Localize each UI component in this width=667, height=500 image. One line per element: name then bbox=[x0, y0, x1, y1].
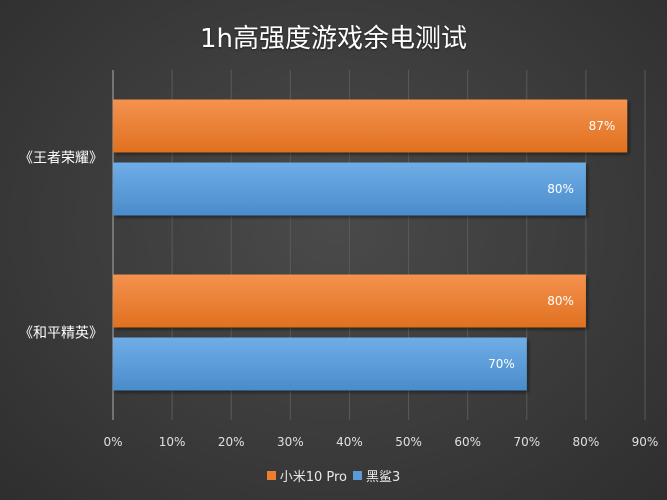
data-label: 70% bbox=[488, 357, 515, 371]
bars: 87% 80% 80% 70% bbox=[113, 99, 628, 391]
category-label: 《和平精英》 bbox=[19, 325, 103, 342]
legend-label-series-0: 小米10 Pro bbox=[279, 470, 348, 485]
legend-label-series-1: 黑鲨3 bbox=[366, 470, 401, 485]
bar-1-0 bbox=[113, 274, 586, 328]
x-tick-label: 10% bbox=[159, 435, 186, 449]
chart-title: 1h高强度游戏余电测试 bbox=[199, 24, 468, 54]
category-label: 《王者荣耀》 bbox=[19, 151, 103, 167]
legend-item-series-1: 黑鲨3 bbox=[353, 466, 400, 485]
legend: 小米10 Pro 黑鲨3 bbox=[0, 466, 667, 485]
x-tick-label: 30% bbox=[277, 435, 304, 449]
x-tick-label: 20% bbox=[218, 435, 245, 449]
bar-1-1 bbox=[113, 337, 527, 391]
x-tick-label: 80% bbox=[573, 435, 600, 449]
x-axis-ticks: 0% 10% 20% 30% 40% 50% 60% 70% 80% 90% bbox=[103, 435, 658, 449]
data-label: 87% bbox=[589, 119, 616, 133]
x-tick-label: 50% bbox=[395, 435, 422, 449]
data-label: 80% bbox=[547, 182, 574, 196]
x-tick-label: 70% bbox=[513, 435, 540, 449]
x-tick-label: 90% bbox=[632, 435, 659, 449]
x-tick-label: 0% bbox=[103, 435, 122, 449]
legend-swatch-series-0 bbox=[266, 471, 276, 480]
data-label: 80% bbox=[547, 294, 574, 308]
x-tick-label: 60% bbox=[454, 435, 481, 449]
legend-item-series-0: 小米10 Pro bbox=[266, 466, 348, 485]
x-tick-label: 40% bbox=[336, 435, 363, 449]
legend-swatch-series-1 bbox=[353, 471, 363, 480]
category-labels: 《王者荣耀》《和平精英》 bbox=[19, 151, 103, 342]
bar-0-1 bbox=[113, 162, 586, 216]
bar-0-0 bbox=[113, 99, 628, 153]
